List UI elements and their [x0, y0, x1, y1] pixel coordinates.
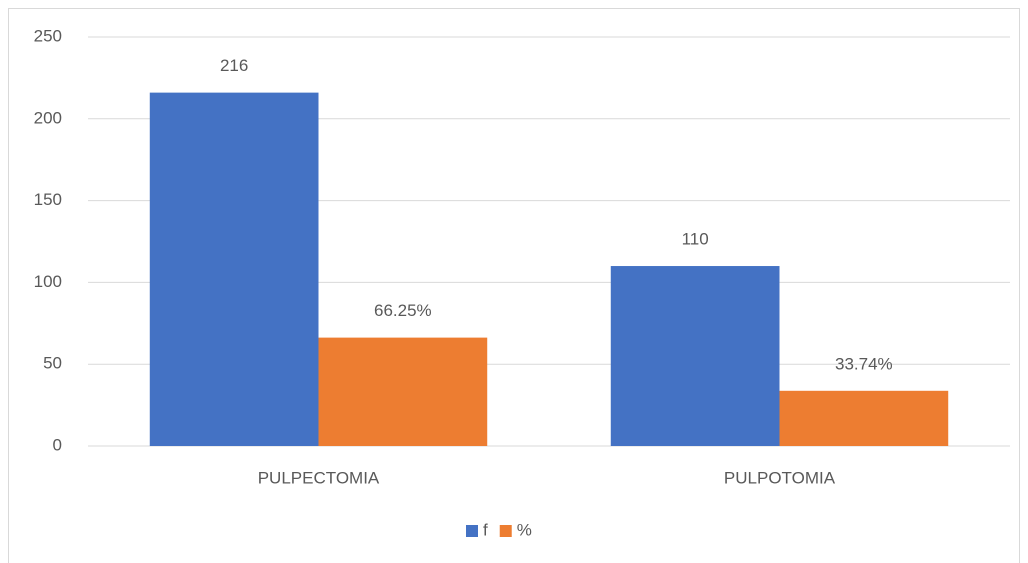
y-tick-label: 0 [53, 435, 62, 454]
data-label: 216 [220, 56, 248, 75]
legend-swatch [466, 525, 478, 537]
y-tick-label: 150 [34, 190, 62, 209]
bar [318, 337, 488, 446]
x-tick-label: PULPOTOMIA [724, 468, 836, 487]
legend-label: f [483, 520, 488, 539]
x-tick-label: PULPECTOMIA [258, 468, 380, 487]
data-label: 110 [682, 230, 709, 249]
data-label: 33.74% [835, 354, 893, 373]
chart-frame [8, 8, 1020, 563]
legend-label: % [517, 520, 532, 539]
y-tick-label: 100 [34, 272, 62, 291]
legend-swatch [499, 525, 512, 537]
y-tick-label: 50 [43, 354, 62, 373]
bar [610, 266, 780, 446]
bar [779, 390, 949, 446]
bar [149, 92, 319, 447]
data-label: 66.25% [374, 301, 432, 320]
y-tick-label: 250 [34, 26, 62, 45]
y-tick-label: 200 [34, 108, 62, 127]
